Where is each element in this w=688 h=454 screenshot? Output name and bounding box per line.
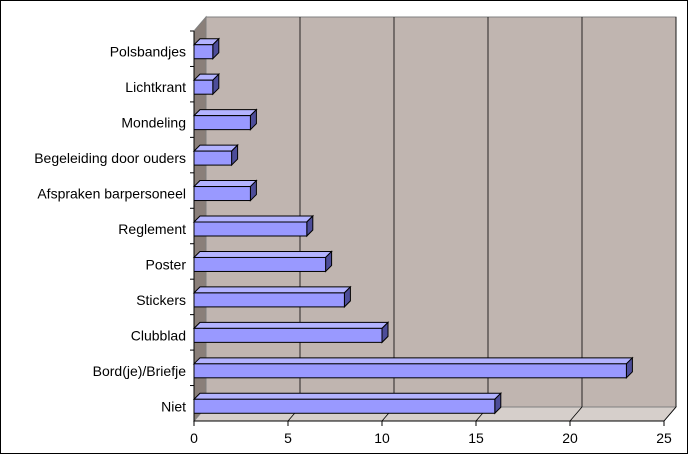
bar [192,356,634,380]
bar-top-face [192,109,258,117]
bar [192,179,258,202]
bar-front-face [193,79,214,95]
x-tick-label: 20 [562,430,578,446]
x-tick-label: 0 [190,430,198,446]
bars [192,37,634,415]
bar-front-face [193,398,496,414]
category-label: Clubblad [131,327,186,343]
bar-front-face [193,256,327,272]
x-tick-labels: 0 5 10 15 20 25 [190,430,672,446]
bar-front-face [193,327,383,343]
bar-front-face [193,221,308,237]
x-tick-label: 15 [468,430,484,446]
bar-front-face [193,44,214,60]
category-label: Poster [146,256,187,272]
bar [192,392,503,415]
bar [192,321,390,344]
category-label: Stickers [136,292,186,308]
category-label: Niet [161,398,186,414]
bar-top-face [192,215,315,223]
bar-top-face [192,357,634,365]
category-label: Lichtkrant [125,79,186,95]
category-label: Polsbandjes [110,44,186,60]
gridline-floor [663,406,677,422]
gridline-floor [569,406,583,422]
bar-top-face [192,144,239,152]
bar-front-face [193,186,251,202]
category-label: Mondeling [121,115,186,131]
category-label: Afspraken barpersoneel [37,186,186,202]
bar [192,285,352,309]
bar [192,250,333,273]
bar [192,214,315,238]
bar-top-face [192,286,352,294]
bar [192,72,221,96]
bar-top-face [192,250,333,258]
bar-front-face [193,363,627,379]
category-labels: Polsbandjes Lichtkrant Mondeling Begeleidin… [34,44,186,415]
bar-top-face [192,392,503,400]
category-label: Bord(je)/Briefje [93,363,187,379]
bar-front-face [193,150,233,166]
category-label: Begeleiding door ouders [34,150,186,166]
bar [192,37,221,60]
bar-front-face [193,292,345,308]
x-tick-label: 25 [656,430,672,446]
bar-front-face [193,115,251,131]
bar [192,108,258,131]
back-wall [205,16,677,408]
bar-top-face [192,180,258,188]
bar-top-face [192,321,390,329]
axes [190,30,665,426]
bar [192,143,239,167]
x-tick-label: 5 [284,430,292,446]
x-tick-label: 10 [374,430,390,446]
category-label: Reglement [118,221,186,237]
